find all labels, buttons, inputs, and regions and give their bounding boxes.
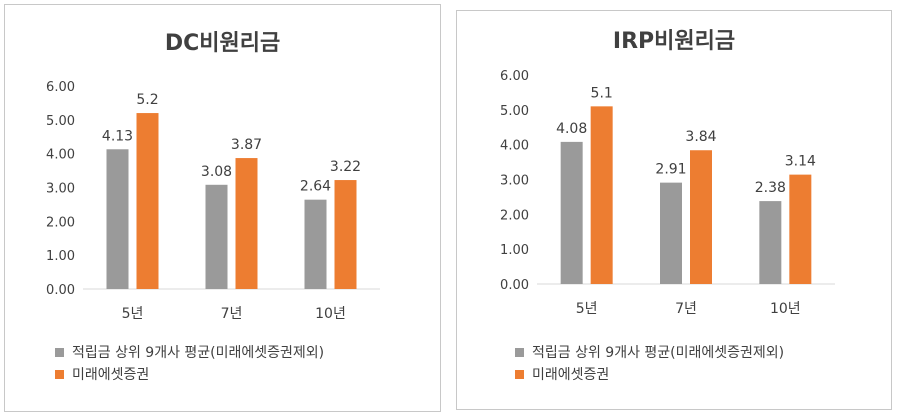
bar (560, 141, 583, 284)
data-label: 3.08 (201, 164, 232, 180)
data-label: 5.2 (136, 92, 158, 108)
bar (660, 182, 682, 284)
data-label: 5.1 (591, 85, 613, 101)
data-label: 2.91 (655, 162, 686, 178)
bar (205, 184, 228, 289)
y-tick-label: 0.00 (46, 283, 75, 298)
data-label: 2.64 (300, 179, 331, 195)
y-tick-label: 6.00 (46, 80, 75, 95)
bar (235, 158, 258, 289)
bar (136, 113, 159, 289)
x-tick-label: 10년 (770, 301, 801, 317)
x-tick-label: 7년 (675, 301, 697, 317)
chart-title: IRP비원리금 (612, 29, 736, 54)
data-label: 3.22 (330, 159, 361, 175)
data-label: 3.87 (231, 137, 262, 153)
legend-label: 미래에셋증권 (72, 367, 150, 383)
y-tick-label: 1.00 (46, 249, 75, 264)
legend-item-series1: 적립금 상위 9개사 평균(미래에셋증권제외) (515, 341, 784, 363)
y-tick-label: 4.00 (500, 139, 529, 154)
y-tick-label: 3.00 (500, 174, 529, 189)
data-label: 4.13 (102, 128, 133, 144)
legend-swatch-orange (55, 369, 64, 379)
bar (334, 180, 357, 289)
bar (690, 150, 712, 284)
legend-item-series2: 미래에셋증권 (55, 363, 324, 385)
bar (759, 201, 782, 284)
dc-chart-panel: DC비원리금 0.00 1.00 2.00 3.00 4.00 5.00 6.00 4.13 5… (4, 4, 441, 412)
y-tick-label: 3.00 (46, 182, 75, 197)
bar (789, 174, 812, 284)
y-tick-label: 4.00 (46, 148, 75, 163)
chart-legend: 적립금 상위 9개사 평균(미래에셋증권제외) 미래에셋증권 (55, 341, 324, 385)
y-tick-label: 5.00 (500, 104, 529, 119)
bar (304, 199, 327, 289)
chart-legend: 적립금 상위 9개사 평균(미래에셋증권제외) 미래에셋증권 (515, 341, 784, 385)
x-tick-label: 5년 (122, 306, 144, 322)
data-label: 3.14 (785, 154, 816, 170)
x-tick-label: 10년 (315, 306, 346, 322)
legend-label: 적립금 상위 9개사 평균(미래에셋증권제외) (72, 345, 325, 361)
data-label: 4.08 (556, 121, 587, 137)
bar (106, 149, 129, 289)
y-tick-label: 2.00 (46, 215, 75, 230)
chart-title: DC비원리금 (164, 31, 281, 56)
legend-label: 적립금 상위 9개사 평균(미래에셋증권제외) (532, 345, 785, 361)
y-tick-label: 0.00 (500, 278, 529, 293)
y-tick-label: 6.00 (500, 69, 529, 84)
y-tick-label: 5.00 (46, 114, 75, 129)
legend-label: 미래에셋증권 (532, 367, 610, 383)
legend-swatch-orange (515, 369, 524, 379)
legend-swatch-gray (55, 347, 64, 357)
irp-chart-panel: IRP비원리금 0.00 1.00 2.00 3.00 4.00 5.00 6.00 4.08… (456, 10, 892, 410)
legend-item-series2: 미래에셋증권 (515, 363, 784, 385)
irp-bar-chart: 0.00 1.00 2.00 3.00 4.00 5.00 6.00 4.08 5.1 5년 2.9… (500, 69, 835, 317)
y-tick-label: 2.00 (500, 208, 529, 223)
bar (590, 106, 613, 284)
data-label: 2.38 (755, 180, 786, 196)
x-tick-label: 5년 (576, 301, 598, 317)
legend-item-series1: 적립금 상위 9개사 평균(미래에셋증권제외) (55, 341, 324, 363)
legend-swatch-gray (515, 347, 524, 357)
data-label: 3.84 (685, 129, 716, 145)
dc-bar-chart: 0.00 1.00 2.00 3.00 4.00 5.00 6.00 4.13 5.2 5년 3.0… (46, 80, 380, 322)
x-tick-label: 7년 (221, 306, 243, 322)
y-tick-label: 1.00 (500, 243, 529, 258)
